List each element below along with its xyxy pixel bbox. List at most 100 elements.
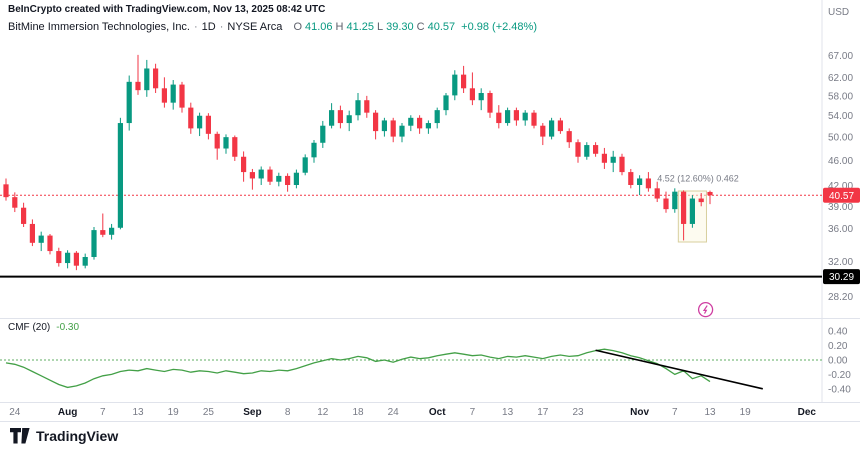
time-tick-label: Oct <box>429 407 446 418</box>
symbol-name[interactable]: BitMine Immersion Technologies, Inc. <box>8 21 190 33</box>
ohlc-values: O 41.06 H 41.25 L 39.30 C 40.57 +0.98 (+2.48… <box>293 21 537 33</box>
candle <box>302 157 308 173</box>
time-tick-label: Nov <box>630 407 649 418</box>
price-badge-label: 30.29 <box>829 272 854 283</box>
candle <box>399 125 405 137</box>
candle <box>329 110 335 126</box>
time-tick-label: 13 <box>704 407 716 418</box>
event-marker[interactable] <box>697 301 714 318</box>
change-value: +0.98 (+2.48%) <box>461 21 537 33</box>
candlestick-series <box>3 54 713 271</box>
candle <box>197 115 203 129</box>
time-tick-label: 13 <box>502 407 514 418</box>
indicator-value: -0.30 <box>56 322 80 333</box>
cmf-tick-label: 0.00 <box>828 356 848 367</box>
time-tick-label: 8 <box>285 407 291 418</box>
candle <box>434 110 440 124</box>
price-tick-label: 54.00 <box>828 111 853 122</box>
close-label: C <box>416 21 425 33</box>
candle <box>610 156 616 163</box>
separator-dot: · <box>219 21 224 33</box>
currency-label: USD <box>828 7 849 18</box>
candle <box>452 74 458 96</box>
tradingview-logo[interactable]: TradingView <box>10 428 118 444</box>
candle <box>390 120 396 137</box>
time-tick-label: 24 <box>9 407 21 418</box>
time-tick-label: 24 <box>388 407 400 418</box>
price-tick-label: 67.00 <box>828 51 853 62</box>
candle <box>258 169 264 179</box>
price-axis[interactable]: USD 67.00 62.00 58.00 54.00 50.00 46.00 42.00 39… <box>828 7 853 303</box>
candle <box>540 125 546 137</box>
candle <box>355 100 361 116</box>
candle <box>223 137 229 149</box>
candle <box>126 81 132 124</box>
price-tick-label: 42.00 <box>828 181 853 192</box>
candle <box>320 125 326 143</box>
price-badge-label: 40.57 <box>829 191 854 202</box>
cmf-tick-label: 0.20 <box>828 341 848 352</box>
cmf-downtrend-line[interactable] <box>595 349 763 390</box>
candle <box>654 188 660 199</box>
candle <box>487 93 493 113</box>
candle <box>161 88 167 103</box>
candle <box>566 131 572 143</box>
candle <box>293 172 299 185</box>
candle <box>249 172 255 179</box>
high-label: H <box>335 21 344 33</box>
candle <box>575 142 581 157</box>
price-tick-label: 50.00 <box>828 133 853 144</box>
time-tick-label: 18 <box>352 407 364 418</box>
price-tick-label: 39.00 <box>828 202 853 213</box>
candle <box>381 120 387 132</box>
symbol-status-row[interactable]: BitMine Immersion Technologies, Inc. · 1… <box>8 21 537 33</box>
candle <box>3 184 9 198</box>
cmf-tick-label: -0.20 <box>828 370 851 381</box>
candle <box>267 169 273 182</box>
candle <box>505 110 511 124</box>
candle <box>496 112 502 124</box>
low-label: L <box>377 21 384 33</box>
candle <box>663 198 669 210</box>
candle <box>557 120 563 132</box>
high-value: 41.25 <box>346 21 375 33</box>
price-badges: 40.57 30.29 <box>823 187 860 285</box>
indicator-name[interactable]: CMF (20) <box>8 322 51 333</box>
candle <box>637 178 643 185</box>
candle <box>21 207 27 224</box>
cmf-tick-label: 0.40 <box>828 327 848 338</box>
candle <box>47 235 53 252</box>
open-value: 41.06 <box>305 21 333 33</box>
candle <box>364 100 370 113</box>
cmf-line <box>5 348 711 389</box>
open-label: O <box>293 21 302 33</box>
symbol-interval[interactable]: 1D <box>201 21 216 33</box>
candle <box>645 178 651 189</box>
candle <box>153 68 159 89</box>
price-tick-label: 46.00 <box>828 156 853 167</box>
lightning-icon <box>702 305 708 314</box>
candle <box>628 172 634 185</box>
time-axis[interactable]: 24 Aug 7 13 19 25 Sep 8 12 18 24 Oct 7 13 17 23 Nov 7 13 19… <box>9 407 816 418</box>
time-tick-label: 12 <box>317 407 329 418</box>
candle <box>117 123 123 228</box>
candle <box>689 198 695 224</box>
candle <box>425 123 431 129</box>
time-tick-label: Aug <box>58 407 77 418</box>
time-tick-label: 23 <box>572 407 584 418</box>
candle <box>205 115 211 134</box>
price-tick-label: 32.00 <box>828 257 853 268</box>
candle <box>593 145 599 154</box>
candle <box>170 84 176 103</box>
candle <box>408 117 414 126</box>
separator-dot: · <box>194 21 198 33</box>
event-circle-icon[interactable] <box>697 301 714 318</box>
pane-separators <box>0 0 860 422</box>
time-tick-label: Dec <box>798 407 817 418</box>
time-tick-label: 13 <box>132 407 144 418</box>
symbol-exchange: NYSE Arca <box>227 21 283 33</box>
candle <box>337 110 343 124</box>
indicator-status-row[interactable]: CMF (20) -0.30 <box>8 322 79 333</box>
cmf-axis[interactable]: 0.40 0.20 0.00 -0.20 -0.40 <box>828 327 851 396</box>
